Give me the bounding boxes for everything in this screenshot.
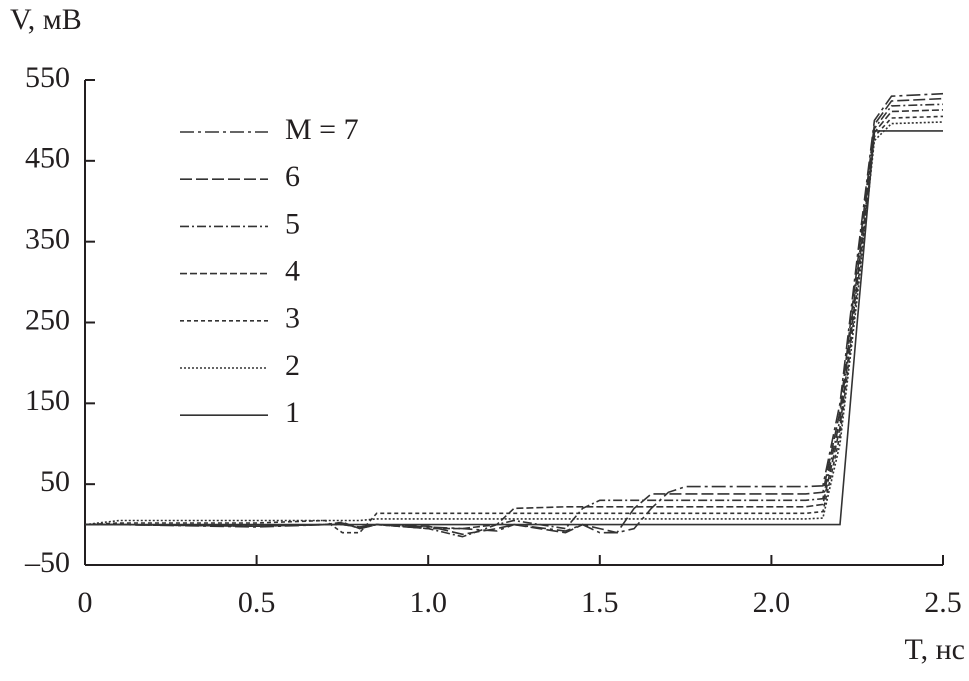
series-line [84,121,944,526]
legend-label: 4 [285,254,300,287]
legend-label: 1 [285,396,300,429]
x-tick-label: 1.5 [581,586,619,619]
series-line [85,92,944,534]
series-line [85,130,943,526]
y-tick-label: 350 [25,223,70,256]
series-line [84,115,944,534]
y-tick-label: 450 [25,142,70,175]
x-tick-label: 2.5 [924,586,962,619]
series-line [85,103,944,538]
legend-label: 5 [285,207,300,240]
y-axis-label: V, мВ [10,3,82,36]
series-line [85,97,944,536]
legend-label: 3 [285,302,300,335]
x-tick-label: 1.0 [409,586,447,619]
legend-label: 2 [285,349,300,382]
y-tick-label: 150 [25,384,70,417]
y-tick-label: 250 [25,303,70,336]
series-line [85,109,944,530]
x-tick-label: 0 [78,586,93,619]
y-tick-label: 50 [40,465,70,498]
x-axis-label: T, нс [905,633,965,666]
x-tick-label: 2.0 [753,586,791,619]
legend-label: M = 7 [285,113,359,146]
legend-label: 6 [285,160,300,193]
x-tick-label: 0.5 [238,586,276,619]
y-tick-label: 550 [25,61,70,94]
y-tick-label: –50 [24,546,70,579]
